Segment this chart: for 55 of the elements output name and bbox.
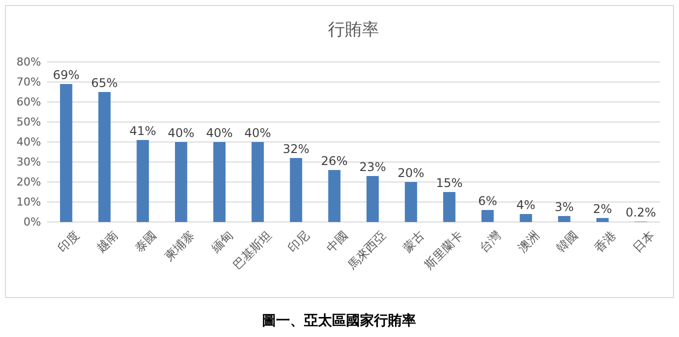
x-tick-label: 台灣 <box>476 228 504 256</box>
chart-title: 行賄率 <box>328 20 379 40</box>
x-tick-label: 柬埔寨 <box>162 228 198 264</box>
data-label: 0.2% <box>626 206 656 220</box>
bar <box>252 142 264 222</box>
x-tick-label: 中國 <box>324 228 351 256</box>
bar <box>404 182 418 222</box>
data-label: 40% <box>206 126 233 140</box>
bar <box>174 142 188 222</box>
y-tick-label: 60% <box>16 96 41 109</box>
data-label: 15% <box>436 176 463 190</box>
bar <box>98 92 111 222</box>
y-tick-label: 80% <box>16 56 41 69</box>
y-tick-label: 0% <box>24 216 41 229</box>
x-tick-label: 香港 <box>592 228 619 256</box>
data-label: 4% <box>516 198 536 212</box>
x-tick-label: 澳洲 <box>515 228 542 256</box>
data-label: 2% <box>593 202 612 216</box>
data-label: 69% <box>52 68 80 82</box>
x-tick-label: 韓國 <box>554 228 580 256</box>
bar <box>290 158 302 222</box>
y-tick-label: 50% <box>16 116 41 129</box>
data-label: 41% <box>129 124 156 138</box>
y-tick-label: 20% <box>16 176 41 189</box>
data-label: 3% <box>554 200 574 214</box>
bar <box>520 214 532 222</box>
bar <box>481 210 494 222</box>
bar <box>136 140 149 222</box>
data-label: 40% <box>168 126 194 140</box>
data-label: 23% <box>359 160 386 174</box>
bar <box>366 176 379 222</box>
bar <box>213 142 226 222</box>
x-tick-label: 泰國 <box>132 228 159 256</box>
bar <box>328 170 340 222</box>
x-tick-label: 印度 <box>55 228 82 256</box>
y-tick-label: 10% <box>16 196 41 209</box>
x-tick-label: 越南 <box>94 228 121 256</box>
bar <box>60 84 72 222</box>
data-label: 65% <box>91 76 118 90</box>
y-tick-label: 70% <box>16 76 41 89</box>
bar <box>596 218 609 222</box>
text: 圖一、亞太區國家行賄率 <box>262 312 416 329</box>
x-tick-label: 印尼 <box>285 228 312 256</box>
data-label: 40% <box>244 126 272 140</box>
data-label: 26% <box>321 154 348 168</box>
x-tick-label: 蒙古 <box>400 228 428 256</box>
x-tick-label: 日本 <box>630 228 658 256</box>
x-tick-label: 緬甸 <box>208 228 236 256</box>
y-tick-label: 30% <box>16 156 41 169</box>
y-tick-label: 40% <box>16 136 41 149</box>
bar <box>558 216 570 222</box>
data-label: 20% <box>398 166 424 180</box>
bar <box>443 192 456 222</box>
data-label: 6% <box>478 194 498 208</box>
data-label: 32% <box>282 142 310 156</box>
